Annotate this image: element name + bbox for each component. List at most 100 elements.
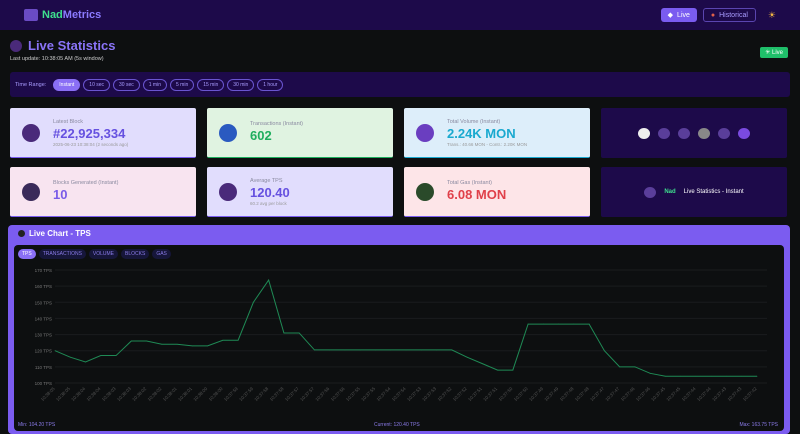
x-tick-label: 10:37:49 [543,386,559,402]
card-label: Total Gas (Instant) [447,180,492,186]
mascot-icon [638,127,650,139]
card-value: 10 [53,187,68,202]
x-tick-label: 10:37:48 [574,386,590,402]
card-sub: 60.2 avg per block [250,200,287,206]
x-tick-label: 10:37:53 [406,386,422,402]
data-point [634,366,636,368]
x-tick-label: 10:37:45 [650,386,666,402]
mascot-icon [658,127,670,139]
live-badge: ✳ Live [760,47,788,58]
x-tick-label: 10:37:47 [589,386,605,402]
data-point [619,366,621,368]
card-label: Average TPS [250,177,283,184]
range-30min[interactable]: 30 min [227,78,255,91]
x-tick-label: 10:37:56 [314,386,330,402]
range-10sec[interactable]: 10 sec [83,78,111,91]
historical-label: Historical [719,11,748,19]
x-tick-label: 10:37:52 [437,386,453,402]
x-tick-label: 10:38:04 [70,386,86,402]
x-tick-label: 10:37:42 [742,386,758,402]
data-point [665,375,666,377]
data-point [710,375,712,377]
sun-icon[interactable]: ☀ [767,9,776,20]
tab-tps[interactable]: TPS [18,249,36,259]
historical-button[interactable]: ● Historical [702,8,756,22]
x-tick-label: 10:38:02 [147,386,163,402]
tab-gas[interactable]: GAS [152,249,171,259]
x-tick-label: 10:38:03 [101,386,117,402]
data-point [252,301,254,303]
brand-logo[interactable]: Nad Metrics [24,9,101,21]
data-point [222,339,224,341]
y-tick-label: 170 TPS [35,268,52,273]
time-range-label: Time Range: [15,81,47,88]
x-tick-label: 10:37:55 [345,386,361,402]
x-tick-label: 10:37:43 [727,386,743,402]
live-button[interactable]: ◆ Live [660,8,697,22]
data-point [115,355,117,356]
data-point [558,323,560,325]
card-sub: 2025-06-23 10:38:04 (2 seconds ago) [53,141,129,147]
tab-transactions[interactable]: TRANSACTIONS [38,249,86,259]
range-1min[interactable]: 1 min [142,78,167,91]
range-5min[interactable]: 5 min [170,78,195,91]
data-point [359,349,361,351]
x-tick-label: 10:38:05 [40,386,56,402]
tab-blocks[interactable]: BLOCKS [121,249,150,259]
tps-series-line [54,278,757,377]
data-point [512,369,514,371]
chart-title: Live Chart - TPS [29,229,91,238]
x-tick-label: 10:38:01 [162,386,178,402]
x-tick-label: 10:37:50 [513,386,529,402]
x-tick-label: 10:37:51 [482,386,498,402]
live-chart-panel: Live Chart - TPS TPS TRANSACTIONS VOLUME… [8,225,790,434]
range-15min[interactable]: 15 min [197,78,225,91]
x-tick-label: 10:37:47 [604,386,620,402]
x-tick-label: 10:38:00 [192,386,208,402]
data-point [588,323,590,325]
card-value: 120.40 [250,184,290,200]
card-label: Blocks Generated (Instant) [53,180,119,186]
range-30sec[interactable]: 30 sec [113,78,140,91]
x-tick-label: 10:37:50 [498,386,514,402]
current-tps: Current: 120.40 TPS [374,422,420,428]
card-value: #22,925,334 [53,125,126,141]
data-point [436,349,437,351]
data-point [573,323,575,325]
data-point [54,350,56,352]
tab-volume[interactable]: VOLUME [88,249,119,259]
data-point [649,372,651,374]
card-label: Transactions (Instant) [250,121,303,127]
data-point [680,375,682,377]
data-point [420,349,422,351]
x-tick-label: 10:38:05 [55,386,71,402]
mascot-banner [601,108,787,158]
live-badge-text: Live [771,50,783,56]
mascot-icon [219,182,237,201]
x-tick-label: 10:38:04 [86,386,102,402]
data-point [161,343,163,345]
data-point [191,345,193,347]
x-tick-label: 10:37:55 [360,386,376,402]
data-point [405,349,407,351]
data-point [207,345,209,347]
data-point [314,349,315,351]
data-point [497,369,498,371]
range-instant[interactable]: Instant [53,78,81,91]
data-point [69,356,71,358]
promo-banner: Nad Live Statistics - Instant [601,167,787,217]
x-tick-label: 10:37:44 [696,386,712,402]
y-tick-label: 100 TPS [35,381,52,386]
range-1hour[interactable]: 1 hour [257,78,284,91]
spider-icon [22,182,40,201]
card-label: Latest Block [53,118,83,125]
live-label: Live [677,11,690,19]
mascot-icon [219,123,237,142]
card-average-tps: Average TPS 120.40 60.2 avg per block [207,167,393,217]
x-tick-label: 10:37:44 [681,386,697,402]
x-tick-label: 10:37:57 [299,386,315,402]
x-tick-label: 10:37:46 [635,386,651,402]
brand-name-a: Nad [42,9,63,21]
mascot-icon [678,127,690,139]
x-tick-label: 10:37:48 [559,386,575,402]
